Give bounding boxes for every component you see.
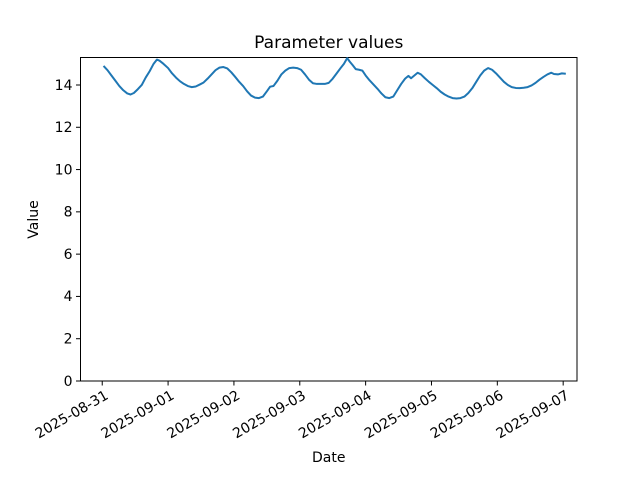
x-tick-label: 2025-09-04 [296, 388, 375, 443]
y-tick-label: 12 [55, 120, 73, 136]
x-tick-label: 2025-09-07 [494, 388, 572, 443]
y-tick-label: 6 [64, 247, 73, 263]
x-tick-label: 2025-09-01 [99, 388, 177, 443]
y-tick-label: 8 [64, 205, 73, 221]
y-axis-label: Value [26, 200, 42, 238]
plot-border [80, 57, 578, 382]
y-tick-label: 0 [64, 374, 73, 390]
plot-area: 2025-08-312025-09-012025-09-022025-09-03… [33, 57, 572, 443]
y-tick-label: 10 [55, 162, 73, 178]
y-tick-label: 2 [64, 332, 73, 348]
y-tick-label: 14 [55, 78, 73, 94]
x-tick-label: 2025-08-31 [33, 388, 111, 443]
y-tick-label: 4 [64, 289, 73, 305]
x-tick-label: 2025-09-06 [428, 388, 507, 443]
data-line-parameter-values [102, 57, 566, 100]
x-tick-label: 2025-09-03 [230, 388, 308, 443]
chart-title: Parameter values [254, 33, 403, 53]
x-tick-label: 2025-09-05 [362, 388, 440, 443]
x-axis-label: Date [312, 450, 345, 466]
x-tick-label: 2025-09-02 [164, 388, 242, 443]
